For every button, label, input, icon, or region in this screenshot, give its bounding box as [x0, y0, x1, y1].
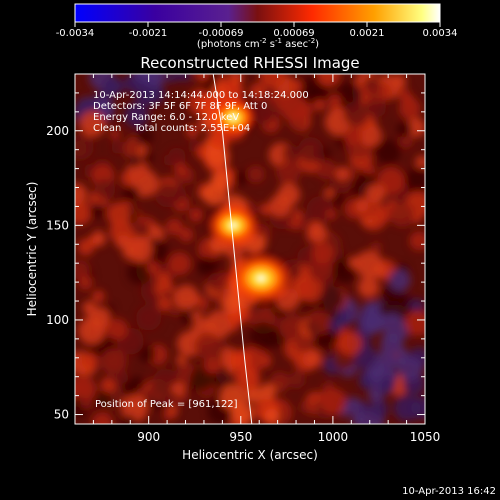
colorbar-ticks: -0.0034 -0.0021 -0.00069 0.00069 0.0021 0.003… [56, 22, 458, 39]
colorbar-tick-label: -0.0021 [129, 28, 168, 39]
colorbar-tick-label: -0.00069 [199, 28, 244, 39]
colorbar-tick-label: -0.0034 [56, 28, 95, 39]
colorbar-label: (photons cm-2 s-1 asec-2) [197, 37, 319, 50]
y-axis-label: Heliocentric Y (arcsec) [25, 182, 39, 317]
x-tick-label: 1050 [410, 430, 441, 444]
annotation-detectors: Detectors: 3F 5F 6F 7F 8F 9F, Att 0 [93, 101, 267, 112]
y-tick-label: 200 [46, 124, 69, 138]
plot-image [75, 74, 425, 424]
x-tick-label: 950 [229, 430, 252, 444]
xray-source [209, 97, 258, 138]
chart-title: Reconstructed RHESSI Image [140, 54, 359, 72]
xray-source [205, 202, 262, 248]
annotation-clean: Clean Total counts: 2.55E+04 [93, 123, 250, 134]
y-tick-label: 150 [46, 218, 69, 232]
plot-frame [74, 73, 426, 425]
annotation-block: 10-Apr-2013 14:14:44.000 to 14:18:24.000… [93, 90, 309, 134]
colorbar-tick-label: 0.0034 [423, 28, 458, 39]
x-tick-label: 900 [137, 430, 160, 444]
solar-limb [212, 74, 253, 424]
x-axis-label: Heliocentric X (arcsec) [182, 448, 318, 462]
axis-ticks: 900 950 1000 1050 50 100 150 200 [46, 73, 441, 444]
colorbar-tick-label: 0.00069 [273, 28, 314, 39]
y-tick-label: 50 [54, 408, 69, 422]
footer-timestamp: 10-Apr-2013 16:42 [402, 486, 496, 497]
colorbar-tick-label: 0.0021 [350, 28, 385, 39]
xray-source [227, 251, 295, 306]
colorbar [74, 3, 441, 23]
annotation-time: 10-Apr-2013 14:14:44.000 to 14:18:24.000 [93, 90, 309, 101]
annotation-energy: Energy Range: 6.0 - 12.0 keV [93, 112, 239, 123]
x-tick-label: 1000 [318, 430, 349, 444]
peak-position-label: Position of Peak = [961,122] [95, 399, 238, 410]
y-tick-label: 100 [46, 313, 69, 327]
